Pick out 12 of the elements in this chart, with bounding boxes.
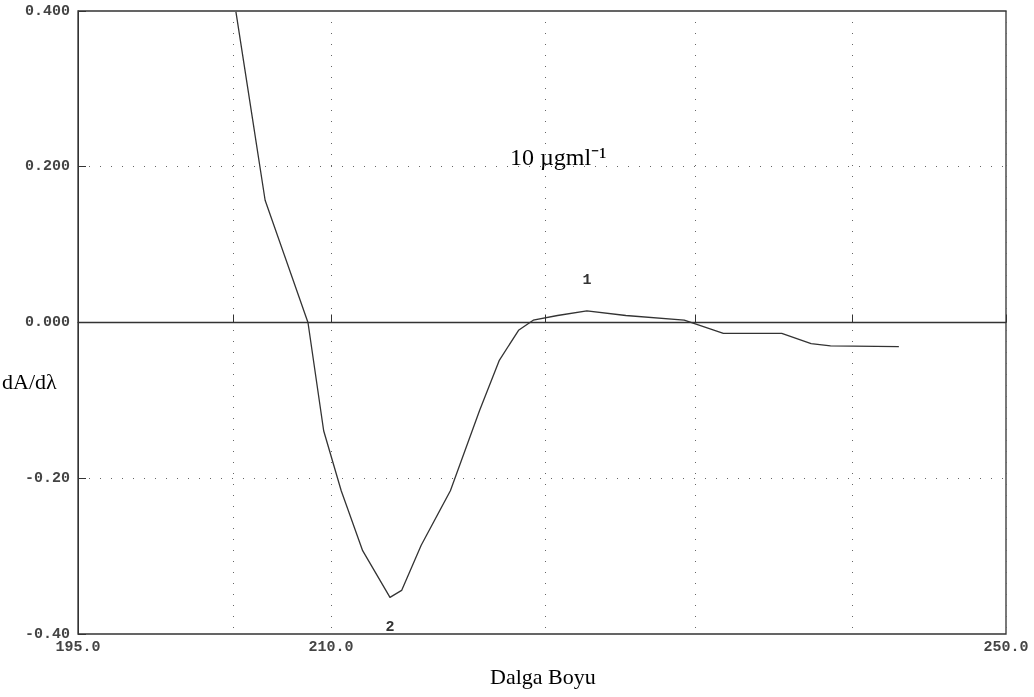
annotation: 10 µgml⁻¹ [510, 144, 607, 170]
x-axis-title: Dalga Boyu [490, 663, 596, 689]
annotation: 2 [385, 618, 395, 636]
annotation: 1 [582, 272, 592, 290]
y-tick-label: -0.20 [24, 469, 70, 487]
x-tick-label: 195.0 [55, 639, 101, 656]
y-tick-label: 0.400 [24, 2, 70, 20]
y-tick-label: 0.000 [24, 314, 70, 331]
x-tick-label: 250.0 [983, 639, 1029, 656]
x-tick-label: 210.0 [308, 639, 354, 656]
y-axis-title: dA/dλ [2, 368, 57, 394]
y-tick-label: 0.200 [24, 158, 70, 176]
